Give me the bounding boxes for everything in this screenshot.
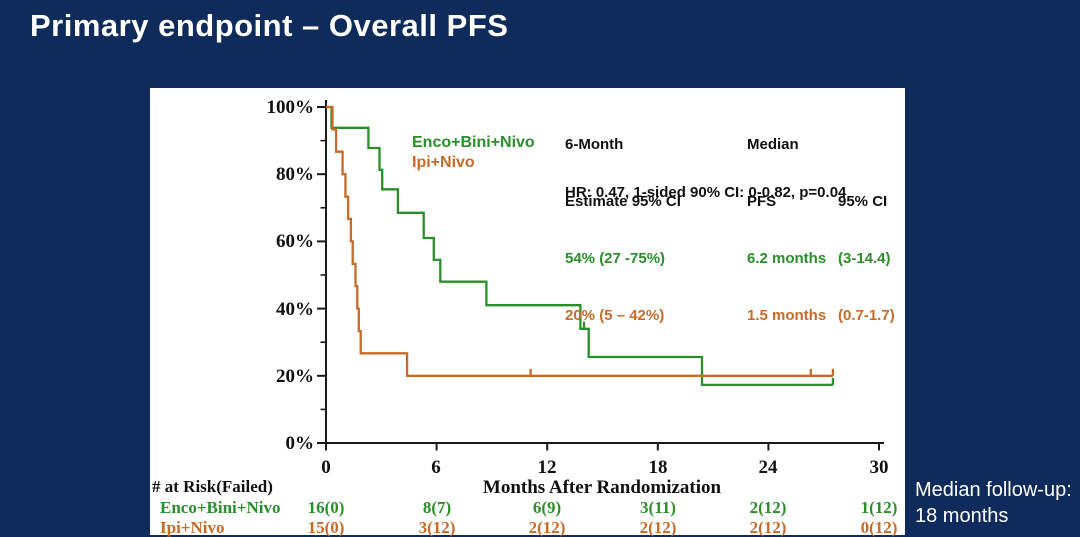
risk-value: 3(11) [640, 498, 676, 517]
risk-value: 1(12) [860, 498, 898, 517]
median-followup-line1: Median follow-up: [915, 479, 1072, 501]
stats-median-enco: 6.2 months [747, 250, 827, 267]
y-tick-label-80: 80% [276, 164, 314, 185]
stats-ci-spacer [838, 135, 908, 154]
risk-value: 8(7) [422, 498, 452, 517]
legend-item-enco-bini-nivo: Enco+Bini+Nivo [412, 134, 535, 151]
median-followup-note: Median follow-up: 18 months [915, 477, 1080, 529]
y-tick-label-100: 100% [266, 97, 315, 118]
risk-table-header: # at Risk(Failed) [152, 477, 273, 496]
risk-value: 2(12) [749, 498, 787, 517]
stats-median-header: Median [747, 136, 799, 153]
x-axis-title: Months After Randomization [482, 477, 722, 498]
stats-median-ipi: 1.5 months [747, 307, 827, 324]
risk-value: 15(0) [307, 518, 345, 537]
y-tick-label-60: 60% [276, 231, 314, 252]
risk-value: 6(9) [532, 498, 562, 517]
risk-value: 0(12) [860, 518, 898, 537]
stats-6month-ipi: 20% (5 – 42%) [565, 307, 665, 324]
stats-median-subhead: PFS [747, 193, 777, 210]
x-tick-label-30: 30 [869, 457, 889, 478]
x-tick-label-0: 0 [321, 457, 331, 478]
y-tick-label-20: 20% [276, 366, 314, 387]
stats-6month-header: 6-Month [565, 136, 624, 153]
slide-title: Primary endpoint – Overall PFS [30, 8, 509, 43]
risk-value: 2(12) [749, 518, 787, 537]
x-tick-label-18: 18 [648, 457, 668, 478]
legend-item-ipi-nivo: Ipi+Nivo [412, 154, 475, 171]
stats-column-ci: 95% CI (3-14.4) (0.7-1.7) [838, 97, 908, 363]
risk-value: 16(0) [307, 498, 345, 517]
median-followup-line2: 18 months [915, 505, 1009, 527]
stats-ci-enco: (3-14.4) [838, 250, 891, 267]
stats-column-6month: 6-Month Estimate 95% CI 54% (27 -75%) 20… [565, 97, 745, 363]
risk-row-label-enco: Enco+Bini+Nivo [160, 498, 281, 517]
y-tick-label-40: 40% [276, 299, 314, 320]
hazard-ratio-line: HR: 0.47, 1-sided 90% CI: 0-0.82, p=0.04 [565, 184, 847, 201]
risk-value: 2(12) [528, 518, 566, 537]
stats-ci-header: 95% CI [838, 193, 888, 210]
stats-ci-ipi: (0.7-1.7) [838, 307, 895, 324]
stats-6month-enco: 54% (27 -75%) [565, 250, 666, 267]
risk-row-label-ipi: Ipi+Nivo [160, 518, 225, 537]
risk-value: 3(12) [418, 518, 456, 537]
stats-6month-subhead: Estimate 95% CI [565, 193, 681, 210]
y-tick-label-0: 0% [285, 433, 315, 454]
x-tick-label-6: 6 [431, 457, 441, 478]
x-tick-label-24: 24 [758, 457, 778, 478]
x-tick-label-12: 12 [537, 457, 557, 478]
risk-value: 2(12) [639, 518, 677, 537]
stats-column-median: Median PFS 6.2 months 1.5 months [747, 97, 852, 363]
